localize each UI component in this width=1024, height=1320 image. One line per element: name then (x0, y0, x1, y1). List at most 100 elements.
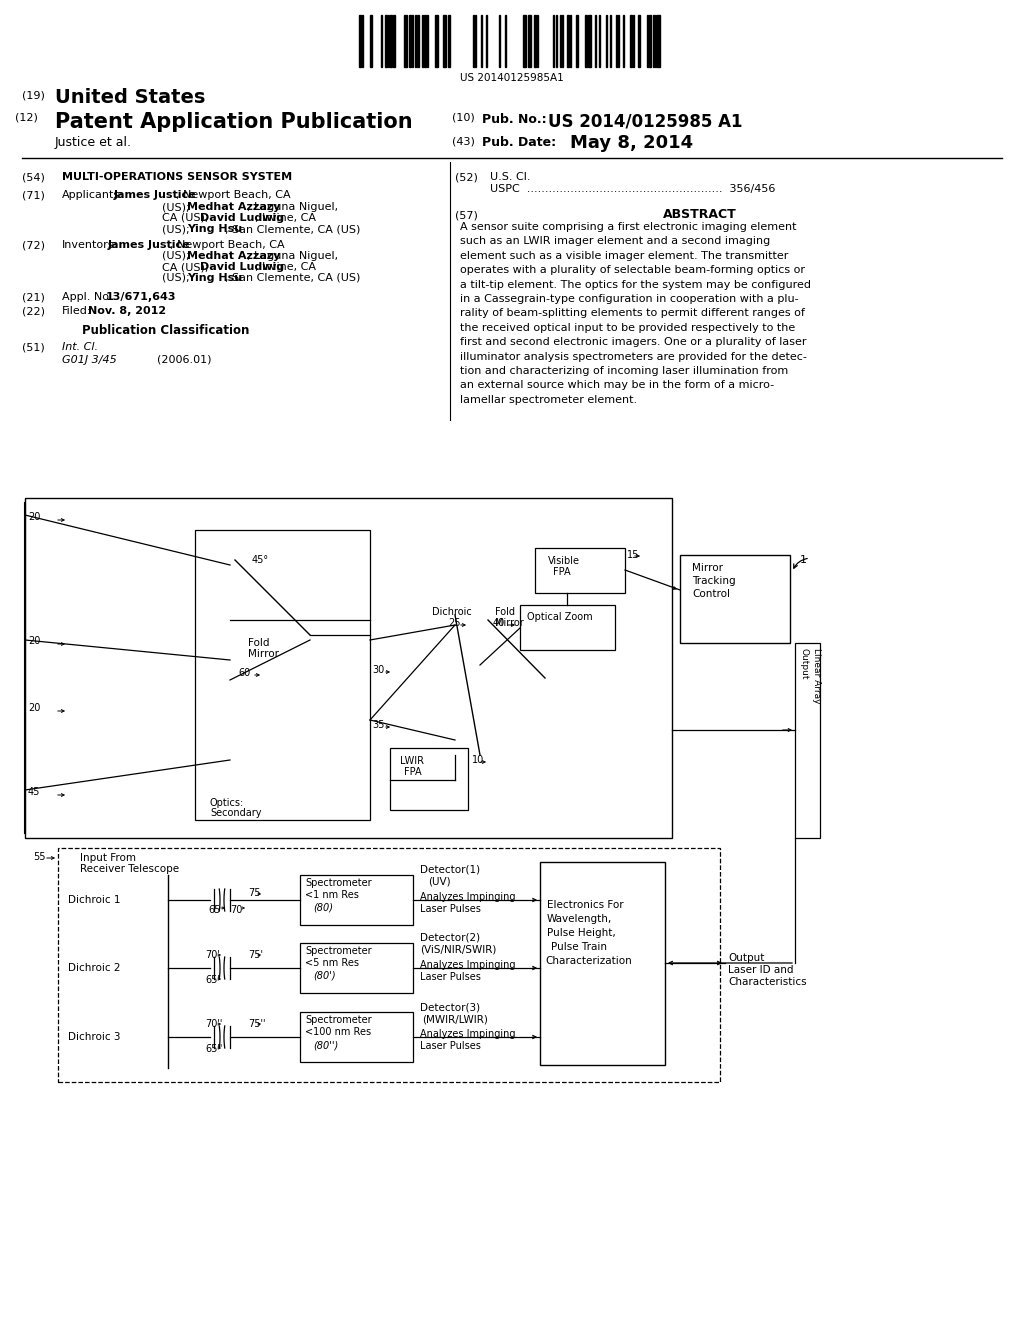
Text: Spectrometer: Spectrometer (305, 946, 372, 956)
Text: Detector(1): Detector(1) (420, 865, 480, 875)
Text: Secondary: Secondary (210, 808, 261, 818)
Text: David Ludwig: David Ludwig (200, 261, 284, 272)
Text: 45: 45 (28, 787, 40, 797)
Text: Mirror: Mirror (248, 649, 279, 659)
Text: FPA: FPA (553, 568, 570, 577)
Bar (535, 548, 625, 593)
Text: 75'': 75'' (248, 1019, 265, 1030)
Text: Justice et al.: Justice et al. (55, 136, 132, 149)
Text: Mirror: Mirror (495, 618, 523, 628)
Text: 35: 35 (372, 719, 384, 730)
Text: Spectrometer: Spectrometer (305, 878, 372, 888)
Text: Patent Application Publication: Patent Application Publication (55, 112, 413, 132)
Text: 65': 65' (205, 975, 220, 985)
Text: 20: 20 (28, 704, 40, 713)
Text: Nov. 8, 2012: Nov. 8, 2012 (88, 306, 166, 315)
Text: ABSTRACT: ABSTRACT (664, 209, 737, 220)
Text: <100 nm Res: <100 nm Res (305, 1027, 371, 1038)
Text: Filed:: Filed: (62, 306, 91, 315)
Text: (80''): (80'') (313, 1040, 338, 1049)
Text: Dichroic 1: Dichroic 1 (68, 895, 121, 906)
Text: Laser Pulses: Laser Pulses (420, 1041, 481, 1051)
Text: 65: 65 (208, 906, 220, 915)
Text: Tracking: Tracking (692, 576, 735, 586)
Text: Output: Output (728, 953, 764, 964)
Bar (435, 15, 438, 67)
Text: CA (US);: CA (US); (162, 213, 209, 223)
Text: 55: 55 (33, 851, 45, 862)
Text: (UV): (UV) (428, 876, 451, 887)
Text: (19): (19) (22, 90, 45, 100)
Text: Laser Pulses: Laser Pulses (420, 972, 481, 982)
Text: 70': 70' (205, 950, 220, 960)
Text: Publication Classification: Publication Classification (82, 323, 250, 337)
Bar (300, 942, 413, 993)
Text: James Justice: James Justice (114, 190, 197, 201)
Text: (52): (52) (455, 172, 478, 182)
Text: (US);: (US); (162, 202, 189, 213)
Bar (795, 643, 820, 838)
Text: Ying Hsu: Ying Hsu (187, 273, 242, 282)
Text: Linear Array
Output: Linear Array Output (800, 648, 821, 704)
Bar (393, 15, 395, 67)
Bar (25, 498, 672, 838)
Text: (80'): (80') (313, 972, 336, 981)
Text: Pulse Train: Pulse Train (551, 942, 607, 952)
Text: Laser Pulses: Laser Pulses (420, 904, 481, 913)
Text: (43): (43) (452, 136, 475, 147)
Text: (21): (21) (22, 292, 45, 302)
Text: Receiver Telescope: Receiver Telescope (80, 865, 179, 874)
Text: (2006.01): (2006.01) (157, 355, 212, 366)
Text: USPC  ......................................................  356/456: USPC ...................................… (490, 183, 775, 194)
Text: United States: United States (55, 88, 206, 107)
Text: Appl. No.:: Appl. No.: (62, 292, 116, 302)
Text: 45°: 45° (252, 554, 269, 565)
Text: David Ludwig: David Ludwig (200, 213, 284, 223)
Bar (528, 15, 531, 67)
Text: 25: 25 (449, 618, 461, 628)
Bar (680, 554, 790, 643)
Text: <1 nm Res: <1 nm Res (305, 890, 358, 900)
Bar (359, 15, 361, 67)
Text: 70: 70 (230, 906, 243, 915)
Text: US 2014/0125985 A1: US 2014/0125985 A1 (548, 112, 742, 129)
Bar (449, 15, 450, 67)
Bar (520, 605, 615, 649)
Text: 1: 1 (800, 554, 807, 565)
Text: Medhat Azzazy: Medhat Azzazy (187, 251, 281, 261)
Text: Analyzes Impinging: Analyzes Impinging (420, 1030, 515, 1039)
Bar (417, 15, 419, 67)
Text: A sensor suite comprising a first electronic imaging element
such as an LWIR ima: A sensor suite comprising a first electr… (460, 222, 811, 405)
Text: U.S. Cl.: U.S. Cl. (490, 172, 530, 182)
Text: Ying Hsu: Ying Hsu (187, 224, 242, 234)
Text: Visible: Visible (548, 556, 580, 566)
Text: 30: 30 (372, 665, 384, 675)
Bar (534, 15, 536, 67)
Text: Analyzes Impinging: Analyzes Impinging (420, 960, 515, 970)
Text: Medhat Azzazy: Medhat Azzazy (187, 202, 281, 213)
Text: (54): (54) (22, 172, 45, 182)
Text: , San Clemente, CA (US): , San Clemente, CA (US) (225, 224, 360, 234)
Text: (US);: (US); (162, 224, 189, 234)
Text: (80): (80) (313, 903, 333, 913)
Text: , Laguna Niguel,: , Laguna Niguel, (247, 202, 338, 213)
Text: Spectrometer: Spectrometer (305, 1015, 372, 1026)
Bar (385, 15, 387, 67)
Text: <5 nm Res: <5 nm Res (305, 958, 359, 968)
Text: CA (US);: CA (US); (162, 261, 209, 272)
Text: Dichroic 3: Dichroic 3 (68, 1032, 121, 1041)
Text: Electronics For: Electronics For (547, 900, 624, 909)
Bar (390, 748, 468, 810)
Text: Laser ID and: Laser ID and (728, 965, 794, 975)
Text: 10: 10 (472, 755, 484, 766)
Text: , Irvine, CA: , Irvine, CA (255, 213, 316, 223)
Text: 75: 75 (248, 888, 260, 898)
Text: , Laguna Niguel,: , Laguna Niguel, (247, 251, 338, 261)
Text: Characteristics: Characteristics (728, 977, 807, 987)
Bar (540, 862, 665, 1065)
Bar (58, 847, 720, 1082)
Text: (71): (71) (22, 190, 45, 201)
Bar (575, 15, 578, 67)
Text: (10): (10) (452, 114, 475, 123)
Text: Detector(2): Detector(2) (420, 933, 480, 942)
